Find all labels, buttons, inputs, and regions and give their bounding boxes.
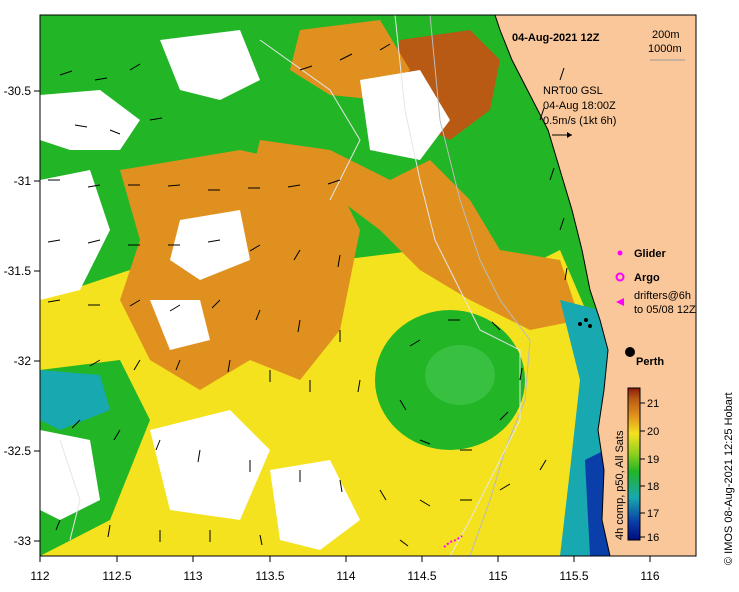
x-tick-label: 114: [336, 569, 355, 583]
legend-glider: Glider: [634, 248, 667, 260]
x-tick-label: 112.5: [102, 569, 131, 583]
city-label-perth: Perth: [636, 356, 664, 368]
colorbar-tick: 17: [647, 508, 659, 520]
colorbar-tick: 21: [647, 398, 659, 410]
current-source-line3: 0.5m/s (1kt 6h): [543, 115, 616, 127]
y-tick-label: -33: [14, 534, 32, 548]
x-tick-label: 112: [30, 569, 49, 583]
y-tick-label: -32: [14, 354, 32, 368]
legend-drifters-line1: drifters@6h: [634, 290, 691, 302]
colorbar: 21 20 19 18 17 16 4h comp, p50, All Sats: [614, 387, 659, 544]
x-tick-label: 115.5: [559, 569, 588, 583]
x-axis: 112 112.5 113 113.5 114 114.5 115 115.5 …: [30, 556, 660, 583]
colorbar-label: 4h comp, p50, All Sats: [614, 430, 626, 540]
colorbar-tick: 19: [647, 454, 659, 466]
plot-frame: [39, 14, 697, 557]
glider-marker-icon: [617, 250, 623, 256]
credit-label: © IMOS 08-Aug-2021 12:25 Hobart: [723, 392, 735, 565]
current-source-line1: NRT00 GSL: [543, 85, 603, 97]
y-tick-label: -31.5: [4, 264, 32, 278]
y-tick-label: -32.5: [4, 444, 32, 458]
x-tick-label: 116: [640, 569, 659, 583]
y-axis: -30.5 -31 -31.5 -32 -32.5 -33: [4, 84, 40, 548]
contour-200m-label: 200m: [652, 29, 680, 41]
colorbar-tick: 20: [647, 426, 659, 438]
legend-drifters-line2: to 05/08 12Z: [634, 304, 696, 316]
x-tick-label: 113.5: [255, 569, 284, 583]
legend-argo: Argo: [634, 272, 660, 284]
drifter-marker-icon: [616, 298, 624, 306]
y-tick-label: -31: [14, 174, 32, 188]
date-label: 04-Aug-2021 12Z: [512, 32, 600, 44]
x-tick-label: 115: [488, 569, 507, 583]
contour-legend: 200m 1000m: [648, 29, 685, 61]
current-source-line2: 04-Aug 18:00Z: [543, 100, 616, 112]
colorbar-tick: 18: [647, 481, 659, 493]
y-tick-label: -30.5: [4, 84, 32, 98]
argo-marker-icon: [615, 272, 625, 282]
current-source: NRT00 GSL 04-Aug 18:00Z 0.5m/s (1kt 6h): [543, 85, 616, 138]
x-tick-label: 114.5: [407, 569, 436, 583]
contour-1000m-label: 1000m: [648, 43, 682, 55]
current-vectors: [47, 43, 568, 547]
symbol-legend: Glider Argo drifters@6h to 05/08 12Z: [615, 248, 696, 316]
x-tick-label: 113: [183, 569, 202, 583]
colorbar-tick: 16: [647, 532, 659, 544]
